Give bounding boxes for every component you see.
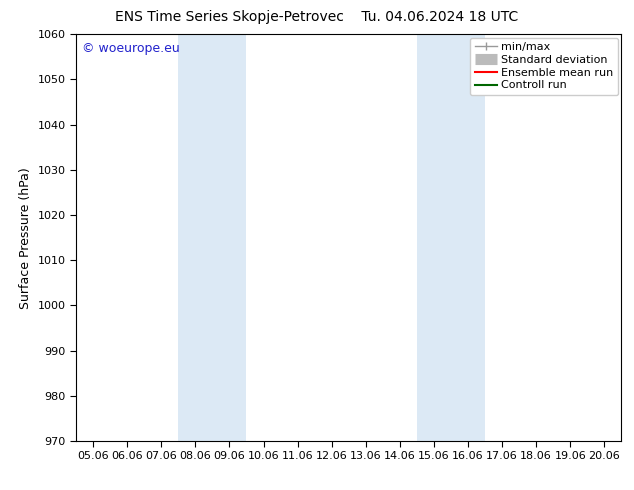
Text: ENS Time Series Skopje-Petrovec    Tu. 04.06.2024 18 UTC: ENS Time Series Skopje-Petrovec Tu. 04.0… (115, 10, 519, 24)
Text: © woeurope.eu: © woeurope.eu (82, 43, 179, 55)
Bar (178, 34, 247, 441)
Bar (417, 34, 485, 441)
Legend: min/max, Standard deviation, Ensemble mean run, Controll run: min/max, Standard deviation, Ensemble me… (470, 38, 618, 95)
Y-axis label: Surface Pressure (hPa): Surface Pressure (hPa) (19, 167, 32, 309)
